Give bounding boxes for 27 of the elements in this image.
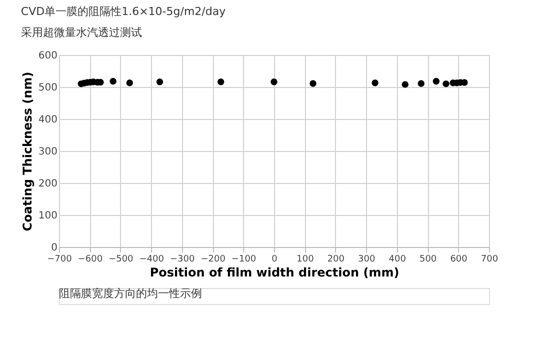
x-tick-label: 500 (419, 254, 437, 264)
x-axis-title: Position of film width direction (mm) (150, 266, 400, 280)
y-tick-label: 300 (38, 146, 58, 158)
x-tick-label: −100 (231, 254, 256, 264)
x-tick-label: −300 (170, 254, 195, 264)
chart-subtitle: 采用超微量水汽透过测试 (20, 26, 142, 39)
y-tick-label: 0 (51, 242, 58, 254)
x-tick-label: 300 (358, 254, 376, 264)
x-tick-label: 400 (388, 254, 406, 264)
x-tick-label: −600 (78, 254, 103, 264)
y-tick-label: 600 (38, 50, 58, 62)
x-tick-label: 0 (272, 254, 278, 264)
x-tick-label: −700 (47, 254, 72, 264)
x-tick-label: 700 (480, 254, 498, 264)
x-tick-label: −200 (200, 254, 226, 264)
x-tick-label: −400 (139, 254, 164, 264)
y-tick-label: 500 (38, 82, 58, 94)
y-tick-label: 100 (38, 210, 58, 222)
x-tick-label: −500 (108, 254, 134, 264)
chart-title: CVD单一膜的阻隔性1.6×10-5g/m2/day (20, 5, 226, 18)
x-tick-label: 100 (296, 254, 314, 264)
y-tick-label: 400 (38, 114, 58, 126)
text: 阻隔膜宽度方向的均一性示例 (59, 287, 202, 300)
x-tick-label: 200 (327, 254, 345, 264)
y-tick-label: 200 (38, 178, 58, 190)
y-axis-title: Coating Thickness (nm) (20, 72, 34, 232)
x-tick-label: 600 (450, 254, 468, 264)
